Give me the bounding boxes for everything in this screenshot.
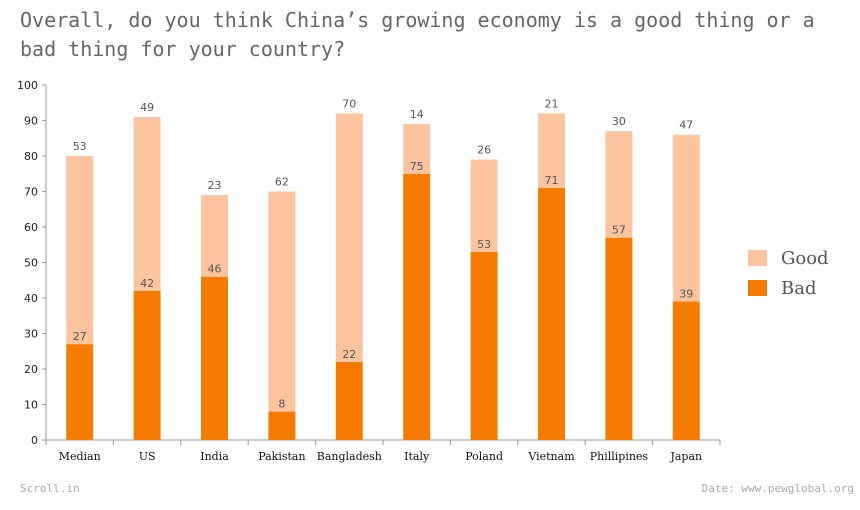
x-category-label: Japan bbox=[669, 450, 702, 463]
value-label-good: 14 bbox=[410, 108, 424, 121]
x-category-label: Italy bbox=[404, 450, 430, 463]
bar-good bbox=[672, 134, 700, 302]
bar-good bbox=[335, 113, 363, 362]
source-label: Date: www.pewglobal.org bbox=[701, 482, 854, 495]
legend-label-bad: Bad bbox=[781, 278, 816, 299]
chart-bars bbox=[66, 113, 700, 440]
value-label-bad: 53 bbox=[477, 238, 491, 251]
value-label-good: 26 bbox=[477, 144, 491, 157]
value-label-good: 23 bbox=[208, 179, 222, 192]
value-label-bad: 22 bbox=[342, 348, 356, 361]
y-tick-label: 10 bbox=[24, 399, 38, 412]
chart-axes: 0 10 20 30 40 50 60 70 80 90 100 Median US India Pakis… bbox=[17, 79, 721, 463]
value-label-bad: 75 bbox=[410, 160, 424, 173]
y-tick-label: 70 bbox=[24, 186, 38, 199]
x-category-label: Phillipines bbox=[590, 450, 649, 463]
x-category-label: Vietnam bbox=[527, 450, 575, 463]
value-label-good: 62 bbox=[275, 176, 289, 189]
chart-value-labels: 27 53 42 49 46 23 8 62 22 70 75 14 53 26 71 21 57 30 39 47 bbox=[73, 97, 694, 410]
bar-good bbox=[133, 116, 161, 291]
x-category-label: Median bbox=[59, 450, 101, 463]
y-tick-label: 40 bbox=[24, 292, 38, 305]
value-label-bad: 27 bbox=[73, 330, 87, 343]
publisher-label: Scroll.in bbox=[20, 482, 80, 495]
value-label-good: 21 bbox=[545, 97, 559, 110]
x-category-label: US bbox=[139, 450, 156, 463]
value-label-good: 30 bbox=[612, 115, 626, 128]
value-label-good: 47 bbox=[679, 119, 693, 132]
bar-bad bbox=[403, 173, 431, 440]
bar-good bbox=[201, 195, 228, 277]
y-tick-label: 100 bbox=[17, 79, 38, 92]
y-tick-label: 80 bbox=[24, 150, 38, 163]
bar-good bbox=[403, 124, 431, 174]
bar-bad bbox=[605, 237, 633, 440]
bar-bad bbox=[538, 187, 565, 440]
bar-good bbox=[605, 131, 633, 238]
chart-legend: Good Bad bbox=[748, 248, 829, 299]
x-category-label: Pakistan bbox=[258, 450, 305, 463]
bar-good bbox=[538, 113, 565, 188]
legend-label-good: Good bbox=[781, 248, 829, 269]
chart-title: Overall, do you think China’s growing ec… bbox=[20, 8, 815, 61]
value-label-bad: 46 bbox=[208, 263, 222, 276]
bar-bad bbox=[201, 276, 228, 440]
bar-bad bbox=[672, 301, 700, 440]
x-category-label: Bangladesh bbox=[317, 450, 382, 463]
x-category-label: Poland bbox=[465, 450, 503, 463]
value-label-bad: 8 bbox=[278, 398, 285, 411]
value-label-good: 49 bbox=[140, 101, 154, 114]
bar-good bbox=[268, 191, 296, 412]
x-category-label: India bbox=[200, 450, 229, 463]
bar-bad bbox=[66, 344, 94, 440]
value-label-bad: 42 bbox=[140, 277, 154, 290]
y-tick-label: 90 bbox=[24, 115, 38, 128]
bar-bad bbox=[470, 251, 498, 440]
y-tick-label: 20 bbox=[24, 363, 38, 376]
bar-bad bbox=[335, 361, 363, 440]
y-tick-label: 50 bbox=[24, 257, 38, 270]
value-label-bad: 57 bbox=[612, 224, 626, 237]
value-label-bad: 71 bbox=[545, 174, 559, 187]
legend-swatch-bad bbox=[748, 280, 767, 296]
value-label-bad: 39 bbox=[679, 288, 693, 301]
value-label-good: 53 bbox=[73, 140, 87, 153]
value-label-good: 70 bbox=[342, 97, 356, 110]
y-tick-label: 0 bbox=[31, 434, 38, 447]
bar-good bbox=[470, 159, 498, 252]
bar-bad bbox=[133, 290, 161, 440]
y-tick-label: 60 bbox=[24, 221, 38, 234]
bar-bad bbox=[268, 411, 296, 440]
legend-swatch-good bbox=[748, 250, 767, 266]
bar-good bbox=[66, 156, 94, 345]
y-tick-label: 30 bbox=[24, 328, 38, 341]
